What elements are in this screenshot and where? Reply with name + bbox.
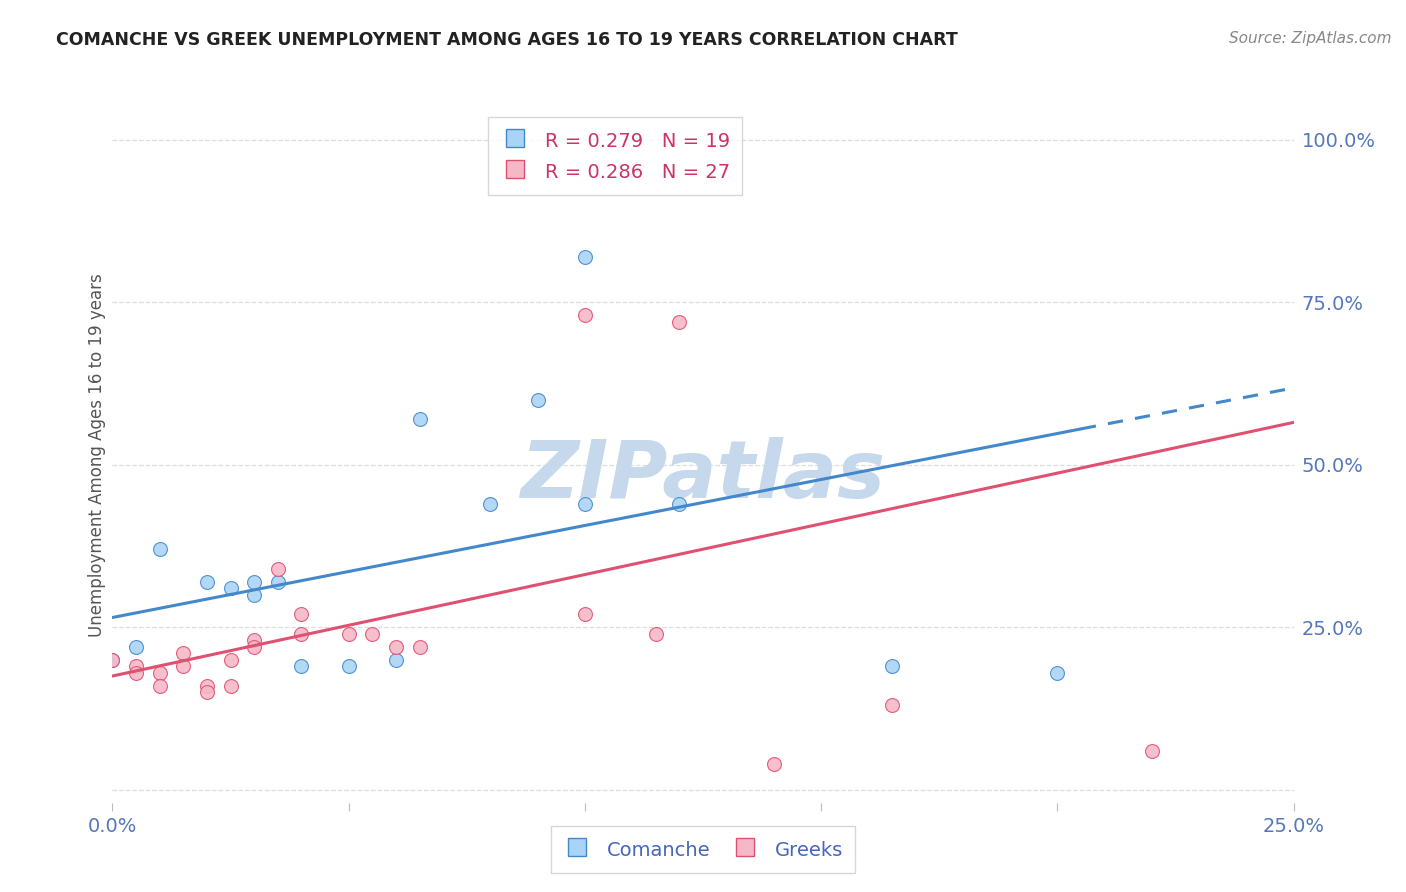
- Point: [149, 679, 172, 693]
- Point: [219, 653, 242, 667]
- Point: [361, 626, 384, 640]
- Point: [385, 653, 408, 667]
- Point: [125, 659, 148, 673]
- Point: [195, 679, 218, 693]
- Point: [408, 412, 430, 426]
- Point: [574, 497, 596, 511]
- Y-axis label: Unemployment Among Ages 16 to 19 years: Unemployment Among Ages 16 to 19 years: [87, 273, 105, 637]
- Point: [337, 659, 360, 673]
- Point: [668, 497, 690, 511]
- Point: [172, 646, 194, 660]
- Point: [880, 698, 903, 713]
- Point: [149, 665, 172, 680]
- Point: [644, 626, 666, 640]
- Point: [408, 640, 430, 654]
- Point: [1046, 665, 1069, 680]
- Point: [290, 659, 312, 673]
- Point: [195, 574, 218, 589]
- Point: [125, 665, 148, 680]
- Point: [243, 633, 266, 648]
- Point: [195, 685, 218, 699]
- Text: COMANCHE VS GREEK UNEMPLOYMENT AMONG AGES 16 TO 19 YEARS CORRELATION CHART: COMANCHE VS GREEK UNEMPLOYMENT AMONG AGE…: [56, 31, 957, 49]
- Point: [267, 574, 290, 589]
- Point: [243, 588, 266, 602]
- Point: [125, 640, 148, 654]
- Point: [290, 626, 312, 640]
- Point: [385, 640, 408, 654]
- Point: [479, 497, 502, 511]
- Point: [219, 581, 242, 595]
- Point: [574, 250, 596, 264]
- Point: [172, 659, 194, 673]
- Point: [574, 607, 596, 622]
- Point: [880, 659, 903, 673]
- Point: [762, 756, 785, 771]
- Point: [267, 562, 290, 576]
- Point: [149, 542, 172, 557]
- Point: [101, 653, 124, 667]
- Text: ZIPatlas: ZIPatlas: [520, 437, 886, 515]
- Legend: Comanche, Greeks: Comanche, Greeks: [551, 826, 855, 873]
- Point: [668, 315, 690, 329]
- Point: [574, 308, 596, 322]
- Point: [243, 640, 266, 654]
- Point: [290, 607, 312, 622]
- Point: [219, 679, 242, 693]
- Text: Source: ZipAtlas.com: Source: ZipAtlas.com: [1229, 31, 1392, 46]
- Point: [101, 653, 124, 667]
- Point: [243, 574, 266, 589]
- Point: [1140, 744, 1163, 758]
- Point: [337, 626, 360, 640]
- Point: [526, 392, 548, 407]
